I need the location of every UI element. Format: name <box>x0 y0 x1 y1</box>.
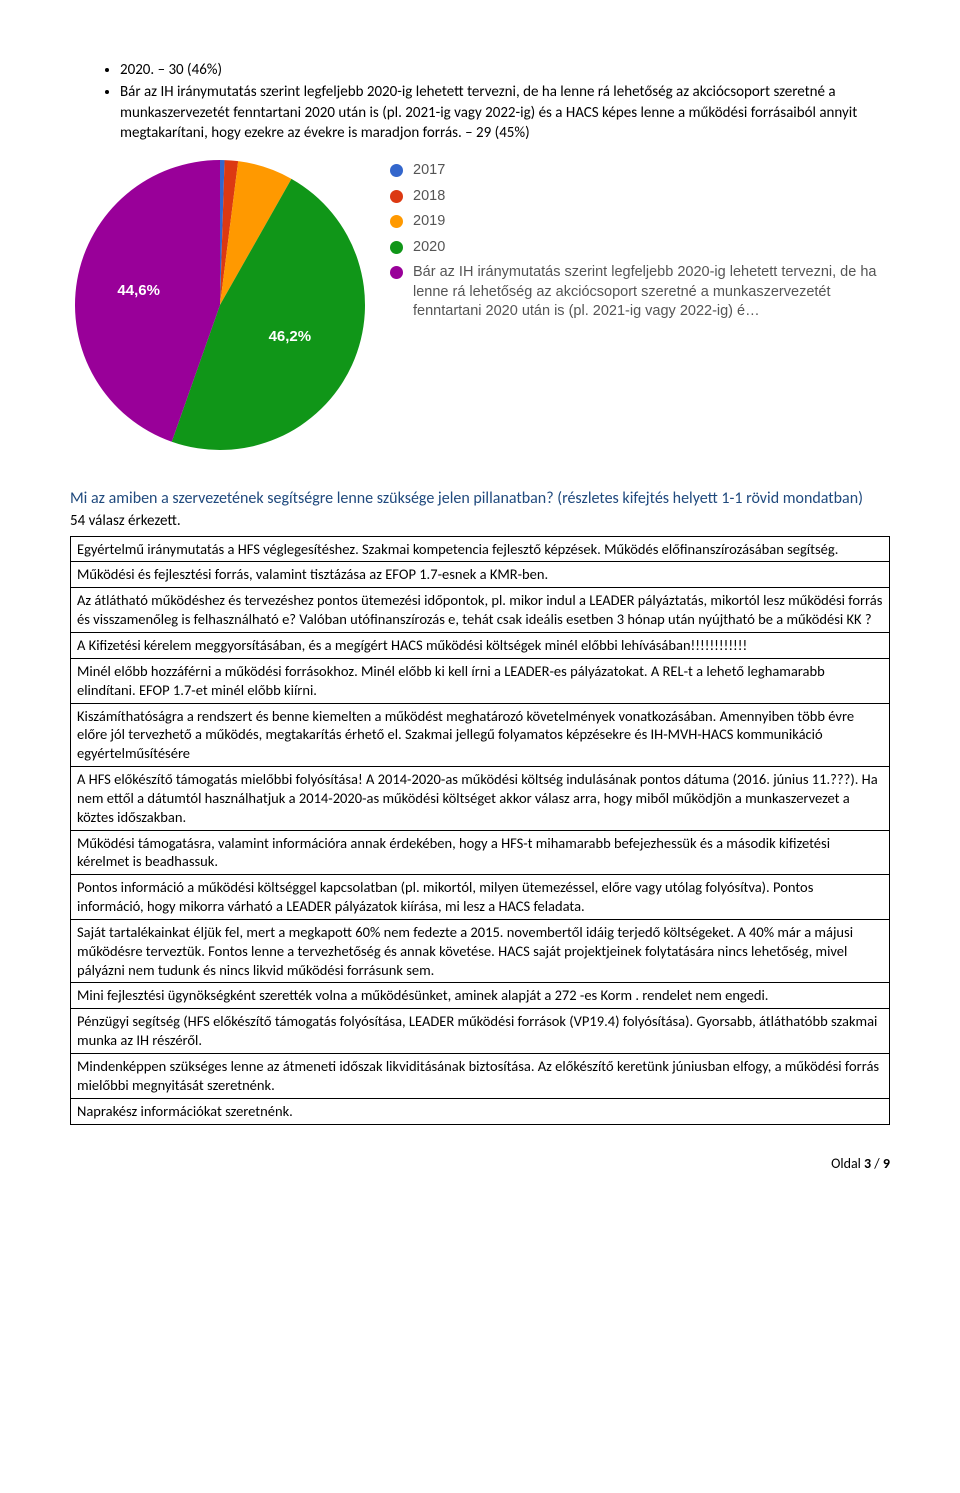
table-row: Saját tartalékainkat éljük fel, mert a m… <box>71 919 890 983</box>
legend-label: 2017 <box>413 161 445 181</box>
answer-cell: Pénzügyi segítség (HFS előkészítő támoga… <box>71 1009 890 1054</box>
answer-cell: A Kifizetési kérelem meggyorsításában, é… <box>71 632 890 658</box>
table-row: Az átlátható működéshez és tervezéshez p… <box>71 588 890 633</box>
table-row: Egyértelmű iránymutatás a HFS véglegesít… <box>71 536 890 562</box>
legend-item: 2018 <box>390 187 890 207</box>
table-row: Működési támogatásra, valamint informáci… <box>71 830 890 875</box>
pie-slice-label: 46,2% <box>269 328 312 345</box>
answer-cell: A HFS előkészítő támogatás mielőbbi foly… <box>71 767 890 831</box>
footer-sep: / <box>871 1155 883 1172</box>
legend-swatch <box>390 190 403 203</box>
table-row: Pontos információ a működési költséggel … <box>71 875 890 920</box>
answer-cell: Működési és fejlesztési forrás, valamint… <box>71 562 890 588</box>
pie-slice-label: 44,6% <box>117 282 160 299</box>
answer-cell: Naprakész információkat szeretnénk. <box>71 1098 890 1124</box>
answer-cell: Működési támogatásra, valamint informáci… <box>71 830 890 875</box>
answer-cell: Saját tartalékainkat éljük fel, mert a m… <box>71 919 890 983</box>
answer-cell: Egyértelmű iránymutatás a HFS véglegesít… <box>71 536 890 562</box>
answer-cell: Minél előbb hozzáférni a működési forrás… <box>71 658 890 703</box>
footer-prefix: Oldal <box>831 1155 864 1172</box>
answers-table: Egyértelmű iránymutatás a HFS véglegesít… <box>70 536 890 1125</box>
legend-item: 2019 <box>390 212 890 232</box>
answer-cell: Kiszámíthatóságra a rendszert és benne k… <box>71 703 890 767</box>
page-footer: Oldal 3 / 9 <box>70 1155 890 1172</box>
legend-item: Bár az IH iránymutatás szerint legfeljeb… <box>390 263 890 322</box>
legend-label: Bár az IH iránymutatás szerint legfeljeb… <box>413 263 890 322</box>
table-row: A Kifizetési kérelem meggyorsításában, é… <box>71 632 890 658</box>
legend-swatch <box>390 266 403 279</box>
answer-cell: Pontos információ a működési költséggel … <box>71 875 890 920</box>
legend-label: 2019 <box>413 212 445 232</box>
table-row: Működési és fejlesztési forrás, valamint… <box>71 562 890 588</box>
legend-swatch <box>390 215 403 228</box>
answer-cell: Mindenképpen szükséges lenne az átmeneti… <box>71 1054 890 1099</box>
table-row: A HFS előkészítő támogatás mielőbbi foly… <box>71 767 890 831</box>
legend-item: 2017 <box>390 161 890 181</box>
legend-item: 2020 <box>390 238 890 258</box>
table-row: Mini fejlesztési ügynökségként szerették… <box>71 983 890 1009</box>
bullet-item: 2020. – 30 (46%) <box>120 60 890 80</box>
legend-swatch <box>390 164 403 177</box>
table-row: Naprakész információkat szeretnénk. <box>71 1098 890 1124</box>
bullet-list: 2020. – 30 (46%) Bár az IH iránymutatás … <box>70 60 890 143</box>
footer-total: 9 <box>883 1155 890 1172</box>
question-text: Mi az amiben a szervezetének segítségre … <box>70 488 890 510</box>
answer-cell: Mini fejlesztési ügynökségként szerették… <box>71 983 890 1009</box>
table-row: Kiszámíthatóságra a rendszert és benne k… <box>71 703 890 767</box>
table-row: Minél előbb hozzáférni a működési forrás… <box>71 658 890 703</box>
legend-label: 2020 <box>413 238 445 258</box>
table-row: Pénzügyi segítség (HFS előkészítő támoga… <box>71 1009 890 1054</box>
legend-label: 2018 <box>413 187 445 207</box>
pie-chart-container: 44,6% 46,2% 2017 2018 2019 2020 Bár az IH ir… <box>70 153 890 458</box>
chart-legend: 2017 2018 2019 2020 Bár az IH iránymutatás s… <box>390 153 890 458</box>
pie-chart: 44,6% 46,2% <box>70 153 390 458</box>
answer-cell: Az átlátható működéshez és tervezéshez p… <box>71 588 890 633</box>
response-count: 54 válasz érkezett. <box>70 512 890 530</box>
table-row: Mindenképpen szükséges lenne az átmeneti… <box>71 1054 890 1099</box>
legend-swatch <box>390 241 403 254</box>
bullet-item: Bár az IH iránymutatás szerint legfeljeb… <box>120 82 890 143</box>
